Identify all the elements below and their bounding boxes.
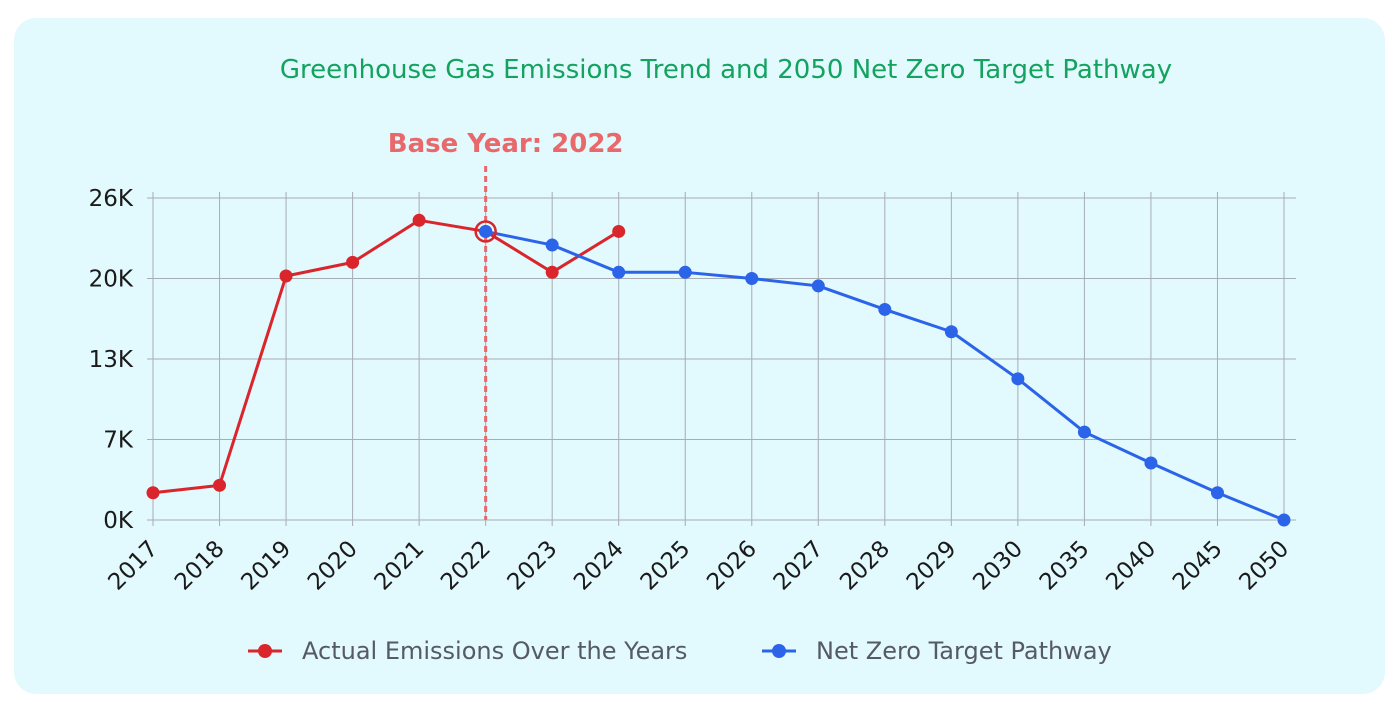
x-tick-label: 2019	[237, 536, 297, 596]
base-year-marker	[474, 220, 497, 243]
x-tick-label: 2050	[1234, 536, 1294, 596]
x-tick-label: 2017	[103, 536, 163, 596]
x-tick-label: 2023	[503, 536, 563, 596]
data-point[interactable]	[279, 269, 293, 283]
series-layer	[146, 213, 1291, 527]
x-tick-label: 2045	[1168, 536, 1228, 596]
data-point[interactable]	[1011, 372, 1025, 386]
base-year-label: Base Year: 2022	[388, 129, 624, 159]
x-tick-label: 2022	[436, 536, 496, 596]
x-tick-label: 2018	[170, 536, 230, 596]
legend: Actual Emissions Over the Years Net Zero …	[248, 637, 1112, 665]
legend-swatch-dot	[772, 644, 786, 658]
legend-label[interactable]: Actual Emissions Over the Years	[302, 637, 687, 665]
data-point[interactable]	[1277, 513, 1291, 527]
y-tick-label: 26K	[89, 186, 134, 212]
y-tick-label: 13K	[89, 347, 134, 373]
x-tick-label: 2025	[636, 536, 696, 596]
x-tick-label: 2021	[370, 536, 430, 596]
base-year-annotation: Base Year: 2022	[388, 129, 624, 520]
data-point[interactable]	[612, 224, 626, 238]
data-point[interactable]	[1210, 486, 1224, 500]
data-point[interactable]	[346, 255, 360, 269]
x-tick-label: 2024	[569, 536, 629, 596]
data-point[interactable]	[412, 213, 426, 227]
x-axis: 2017 2018 2019 2020 2021 2022 2023 2024 2025 2026…	[103, 536, 1294, 596]
x-tick-label: 2028	[835, 536, 895, 596]
y-tick-label: 7K	[103, 428, 134, 454]
legend-label[interactable]: Net Zero Target Pathway	[816, 637, 1112, 665]
chart-card	[14, 18, 1385, 694]
data-point[interactable]	[944, 325, 958, 339]
y-tick-label: 0K	[103, 508, 134, 534]
x-tick-label: 2026	[702, 536, 762, 596]
data-point[interactable]	[811, 279, 825, 293]
y-axis: 0K 7K 13K 20K 26K	[89, 186, 134, 534]
data-point[interactable]	[612, 265, 626, 279]
x-tick-label: 2020	[303, 536, 363, 596]
x-tick-label: 2029	[902, 536, 962, 596]
data-point[interactable]	[545, 238, 559, 252]
x-tick-label: 2035	[1035, 536, 1095, 596]
x-tick-label: 2030	[968, 536, 1028, 596]
legend-swatch-dot	[258, 644, 272, 658]
chart-title: Greenhouse Gas Emissions Trend and 2050 …	[280, 55, 1172, 85]
x-tick-label: 2027	[769, 536, 829, 596]
data-point[interactable]	[878, 302, 892, 316]
data-point[interactable]	[479, 224, 493, 238]
x-tick-label: 2040	[1101, 536, 1161, 596]
data-point[interactable]	[678, 265, 692, 279]
data-point[interactable]	[1144, 456, 1158, 470]
data-point[interactable]	[146, 486, 160, 500]
y-tick-label: 20K	[89, 267, 134, 293]
grid	[147, 192, 1296, 526]
data-point[interactable]	[545, 265, 559, 279]
data-point[interactable]	[745, 272, 759, 285]
series-line	[152, 218, 620, 495]
data-point[interactable]	[213, 478, 227, 492]
data-point[interactable]	[1077, 425, 1091, 439]
